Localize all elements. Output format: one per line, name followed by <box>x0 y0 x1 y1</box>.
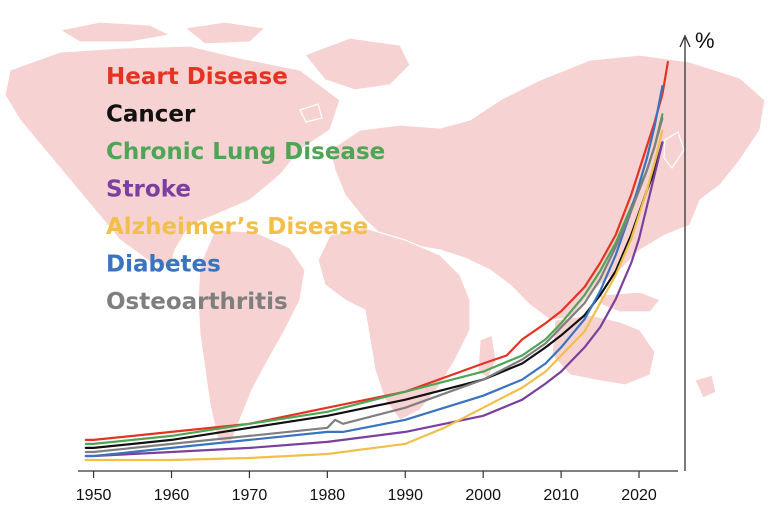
legend-entry-alzheimer-s-disease: Alzheimer’s Disease <box>106 214 368 240</box>
legend-entry-chronic-lung-disease: Chronic Lung Disease <box>106 139 385 165</box>
legend-entry-heart-disease: Heart Disease <box>106 64 288 90</box>
chart-axes <box>78 34 691 472</box>
y-axis-unit-label: % <box>695 28 715 53</box>
legend-entry-cancer: Cancer <box>106 102 196 128</box>
series-lines <box>84 60 670 462</box>
legend-entry-stroke: Stroke <box>106 177 191 203</box>
x-tick-label-1970: 1970 <box>232 487 268 504</box>
chart-legend: Heart Disease Cancer Chronic Lung Disease S… <box>106 64 385 315</box>
y-axis-arrow <box>679 34 691 48</box>
series-line-stroke <box>84 141 664 458</box>
series-line-alzheimer-s-disease <box>84 129 664 462</box>
legend-entry-osteoarthritis: Osteoarthritis <box>106 289 288 315</box>
x-tick-label-1960: 1960 <box>154 487 190 504</box>
x-tick-label-1990: 1990 <box>387 487 423 504</box>
x-tick-label-1950: 1950 <box>76 487 112 504</box>
series-line-osteoarthritis <box>84 117 664 454</box>
x-tick-label-1980: 1980 <box>310 487 346 504</box>
x-axis-ticks: 1950 1960 1970 1980 1990 2000 2010 2020 <box>76 471 657 504</box>
x-tick-label-2020: 2020 <box>621 487 657 504</box>
x-tick-label-2000: 2000 <box>465 487 501 504</box>
x-tick-label-2010: 2010 <box>543 487 579 504</box>
legend-entry-diabetes: Diabetes <box>106 252 221 278</box>
